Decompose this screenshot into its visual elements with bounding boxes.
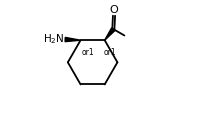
Polygon shape — [105, 28, 115, 40]
Text: or1: or1 — [81, 48, 94, 57]
Text: H$_2$N: H$_2$N — [43, 32, 64, 46]
Polygon shape — [65, 37, 81, 42]
Text: or1: or1 — [104, 48, 117, 57]
Text: O: O — [110, 5, 118, 15]
